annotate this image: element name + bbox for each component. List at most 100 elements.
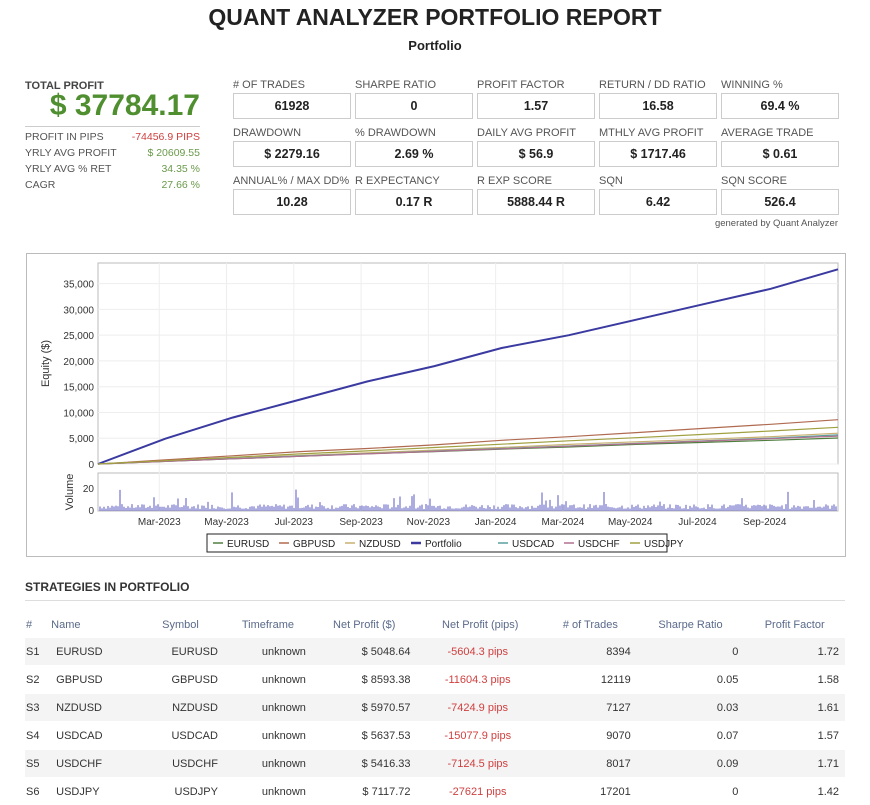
table-cell: unknown <box>224 666 312 694</box>
summary-label: YRLY AVG PROFIT <box>25 147 117 159</box>
table-cell: unknown <box>224 722 312 750</box>
table-cell: 9070 <box>544 722 637 750</box>
table-cell: S2 <box>25 666 50 694</box>
stat-value: 2.69 % <box>355 141 473 167</box>
stat-card: AVERAGE TRADE$ 0.61 <box>721 127 839 167</box>
table-cell: 0.05 <box>637 666 745 694</box>
legend-item: EURUSD <box>227 539 269 550</box>
table-cell: 1.57 <box>744 722 845 750</box>
x-tick-label: Sep-2024 <box>743 517 787 528</box>
y-tick-label: 15,000 <box>63 383 94 394</box>
column-header: # <box>25 613 50 638</box>
stat-value: 0 <box>355 93 473 119</box>
x-tick-label: Mar-2024 <box>542 517 585 528</box>
table-cell: -7124.5 pips <box>417 750 544 778</box>
table-cell: 17201 <box>544 778 637 805</box>
x-tick-label: Mar-2023 <box>138 517 181 528</box>
volume-plot-area <box>98 473 838 511</box>
table-cell: -27621 pips <box>417 778 544 805</box>
table-cell: unknown <box>224 638 312 666</box>
table-cell: 0 <box>637 778 745 805</box>
table-cell: 0.03 <box>637 694 745 722</box>
summary-label: PROFIT IN PIPS <box>25 131 104 143</box>
generated-note: generated by Quant Analyzer <box>715 218 838 229</box>
table-cell: $ 5416.33 <box>312 750 417 778</box>
x-tick-label: Sep-2023 <box>339 517 383 528</box>
divider <box>25 126 200 127</box>
table-cell: EURUSD <box>137 638 224 666</box>
table-cell: GBPUSD <box>50 666 137 694</box>
table-cell: $ 5970.57 <box>312 694 417 722</box>
stat-value: $ 56.9 <box>477 141 595 167</box>
summary-label: YRLY AVG % RET <box>25 163 111 175</box>
table-cell: 8017 <box>544 750 637 778</box>
legend-item: USDCHF <box>578 539 620 550</box>
table-cell: unknown <box>224 694 312 722</box>
stat-label: AVERAGE TRADE <box>721 127 839 141</box>
report-subtitle: Portfolio <box>0 38 870 53</box>
summary-value: $ 20609.55 <box>147 147 200 159</box>
stat-label: DRAWDOWN <box>233 127 351 141</box>
table-cell: USDCHF <box>137 750 224 778</box>
table-cell: USDCAD <box>50 722 137 750</box>
volume-tick-label: 0 <box>88 506 94 517</box>
table-cell: S4 <box>25 722 50 750</box>
table-cell: S3 <box>25 694 50 722</box>
column-header: Symbol <box>137 613 224 638</box>
stat-label: DAILY AVG PROFIT <box>477 127 595 141</box>
stat-value: $ 2279.16 <box>233 141 351 167</box>
stat-card: MTHLY AVG PROFIT$ 1717.46 <box>599 127 717 167</box>
table-cell: -11604.3 pips <box>417 666 544 694</box>
total-profit-value: $ 37784.17 <box>25 89 200 123</box>
column-header: Name <box>50 613 137 638</box>
stat-label: RETURN / DD RATIO <box>599 79 717 93</box>
table-cell: USDCAD <box>137 722 224 750</box>
summary-value: -74456.9 PIPS <box>132 131 200 143</box>
stat-card: DAILY AVG PROFIT$ 56.9 <box>477 127 595 167</box>
table-cell: S5 <box>25 750 50 778</box>
table-cell: $ 5637.53 <box>312 722 417 750</box>
table-cell: $ 5048.64 <box>312 638 417 666</box>
table-cell: -15077.9 pips <box>417 722 544 750</box>
x-tick-label: Jan-2024 <box>475 517 517 528</box>
x-tick-label: Jul-2024 <box>678 517 717 528</box>
table-cell: 1.42 <box>744 778 845 805</box>
stat-value: 16.58 <box>599 93 717 119</box>
table-cell: USDCHF <box>50 750 137 778</box>
divider <box>25 600 845 601</box>
legend-item: GBPUSD <box>293 539 335 550</box>
column-header: # of Trades <box>544 613 637 638</box>
stat-value: 61928 <box>233 93 351 119</box>
stat-value: 69.4 % <box>721 93 839 119</box>
table-cell: GBPUSD <box>137 666 224 694</box>
table-cell: -7424.9 pips <box>417 694 544 722</box>
y-tick-label: 0 <box>88 460 94 471</box>
y-tick-label: 20,000 <box>63 357 94 368</box>
table-cell: 0 <box>637 638 745 666</box>
stat-label: SQN <box>599 175 717 189</box>
stat-label: R EXPECTANCY <box>355 175 473 189</box>
y-tick-label: 5,000 <box>69 434 94 445</box>
table-cell: unknown <box>224 750 312 778</box>
table-cell: $ 8593.38 <box>312 666 417 694</box>
stat-value: 5888.44 R <box>477 189 595 215</box>
